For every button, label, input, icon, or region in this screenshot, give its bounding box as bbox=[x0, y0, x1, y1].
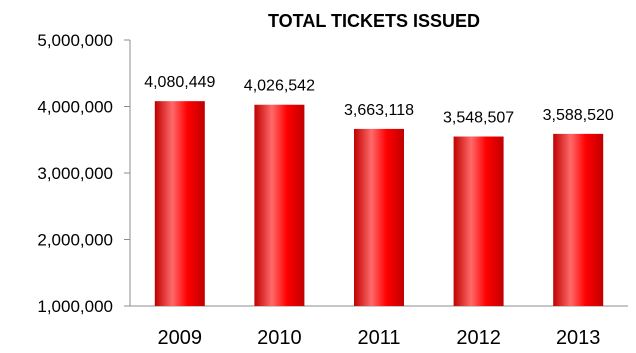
data-labels: 4,080,449 4,026,542 3,663,118 3,548,507 3,58… bbox=[144, 74, 614, 126]
y-axis-ticks: 1,000,000 2,000,000 3,000,000 4,000,000 5,00… bbox=[37, 31, 130, 316]
bar-2009 bbox=[154, 101, 205, 306]
x-category-label: 2011 bbox=[357, 327, 400, 349]
data-label: 3,663,118 bbox=[344, 102, 414, 119]
bar-series bbox=[154, 101, 604, 306]
x-category-label: 2012 bbox=[456, 327, 501, 349]
bar-2012 bbox=[453, 136, 504, 306]
data-label: 4,026,542 bbox=[244, 78, 315, 95]
y-tick-label: 5,000,000 bbox=[37, 31, 113, 50]
bar-2011 bbox=[354, 128, 404, 306]
chart-title: TOTAL TICKETS ISSUED bbox=[268, 11, 480, 31]
y-tick-label: 4,000,000 bbox=[37, 98, 113, 117]
bar-2013 bbox=[553, 133, 604, 306]
data-label: 3,588,520 bbox=[543, 107, 614, 124]
x-category-label: 2009 bbox=[158, 327, 203, 349]
x-axis-categories: 2009 2010 2011 2012 2013 bbox=[158, 327, 601, 349]
bar-2010 bbox=[254, 104, 305, 306]
y-tick-label: 2,000,000 bbox=[37, 231, 113, 250]
y-tick-label: 3,000,000 bbox=[37, 164, 113, 183]
data-label: 3,548,507 bbox=[443, 110, 514, 127]
data-label: 4,080,449 bbox=[144, 74, 215, 91]
x-category-label: 2010 bbox=[257, 327, 302, 349]
y-tick-label: 1,000,000 bbox=[37, 297, 113, 316]
x-category-label: 2013 bbox=[556, 327, 601, 349]
